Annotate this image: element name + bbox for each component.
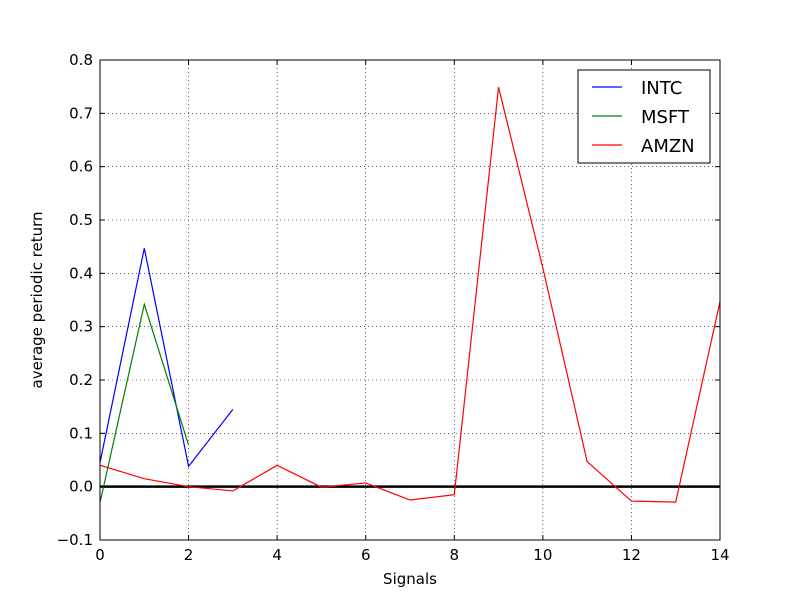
y-tick-label: 0.6 (69, 158, 93, 176)
y-tick-label: −0.1 (57, 531, 93, 549)
y-tick-label: 0.4 (69, 264, 93, 282)
axis-ticks: 0 2 4 6 8 10 12 14 −0.1 0.0 0.1 0.2 0.3 0.4 0.5 0.6 0.7 0… (57, 51, 730, 564)
y-tick-label: 0.1 (69, 424, 93, 442)
legend: INTC MSFT AMZN (577, 69, 711, 164)
legend-label-intc: INTC (641, 78, 682, 99)
series-line-amzn (99, 87, 721, 503)
x-tick-label: 10 (533, 546, 552, 564)
x-tick-label: 0 (95, 546, 105, 564)
series-line-intc (99, 248, 234, 468)
y-tick-label: 0.8 (69, 51, 93, 69)
y-tick-label: 0.5 (69, 211, 93, 229)
x-tick-label: 12 (622, 546, 641, 564)
legend-label-amzn: AMZN (641, 136, 695, 157)
y-tick-label: 0.2 (69, 371, 93, 389)
x-tick-label: 2 (184, 546, 194, 564)
x-tick-label: 8 (450, 546, 460, 564)
y-tick-label: 0.0 (69, 478, 93, 496)
y-tick-label: 0.3 (69, 318, 93, 336)
x-axis-label: Signals (383, 570, 437, 588)
series-lines (99, 87, 721, 503)
x-tick-label: 6 (361, 546, 371, 564)
series-line-msft (99, 301, 190, 503)
x-tick-label: 4 (272, 546, 282, 564)
y-tick-label: 0.7 (69, 104, 93, 122)
legend-label-msft: MSFT (641, 107, 690, 128)
y-axis-label: average periodic return (28, 211, 46, 388)
plot-frame (99, 59, 721, 541)
x-tick-label: 14 (710, 546, 729, 564)
